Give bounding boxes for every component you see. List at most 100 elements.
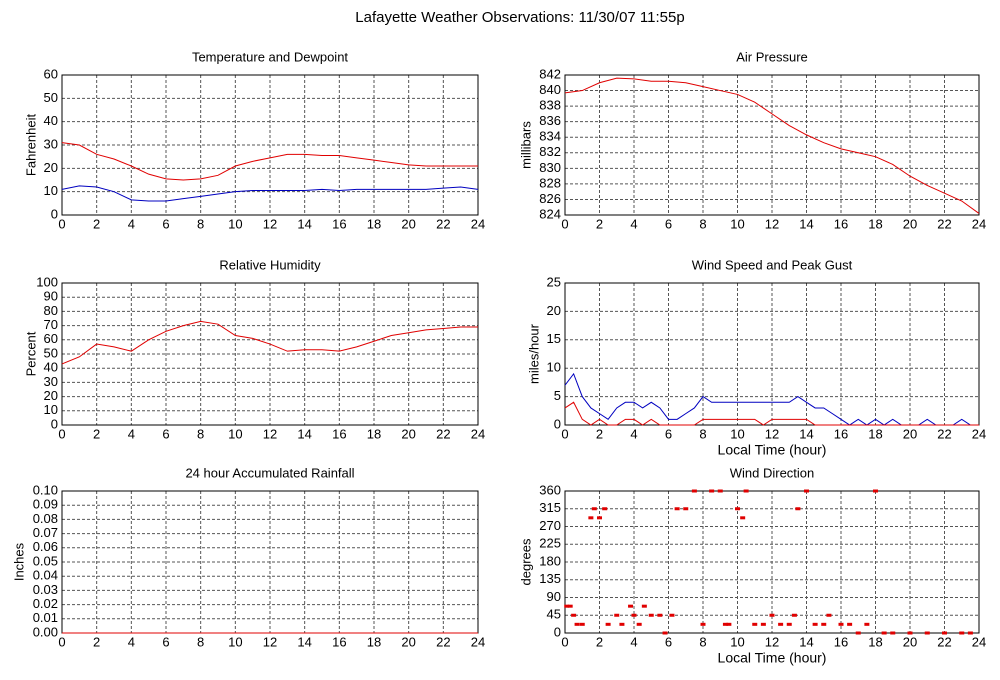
x-tick-label: 0 <box>561 634 568 649</box>
point <box>579 622 585 626</box>
x-tick-label: 22 <box>436 634 450 649</box>
page-title: Lafayette Weather Observations: 11/30/07… <box>355 9 684 26</box>
y-tick-label: 20 <box>547 303 561 318</box>
x-tick-label: 4 <box>630 216 637 231</box>
y-tick-label: 40 <box>44 113 58 128</box>
point <box>597 516 602 520</box>
x-tick-label: 18 <box>367 634 381 649</box>
x-tick-label: 8 <box>197 634 204 649</box>
point <box>657 613 663 617</box>
chart-title: Air Pressure <box>736 49 808 64</box>
y-axis-label: Percent <box>23 331 38 376</box>
x-tick-label: 6 <box>665 216 672 231</box>
y-axis-label: Fahrenheit <box>23 114 38 177</box>
x-tick-label: 14 <box>297 216 311 231</box>
point <box>722 622 728 626</box>
x-tick-label: 20 <box>903 426 917 441</box>
x-tick-label: 10 <box>228 634 242 649</box>
x-tick-label: 0 <box>561 426 568 441</box>
x-tick-label: 12 <box>263 634 277 649</box>
x-tick-label: 12 <box>765 216 779 231</box>
y-tick-label: 0.09 <box>33 497 58 512</box>
y-tick-label: 842 <box>539 66 561 81</box>
y-tick-label: 0.03 <box>33 582 58 597</box>
x-tick-label: 10 <box>228 216 242 231</box>
series-line <box>564 77 980 214</box>
plot-frame <box>61 282 479 426</box>
point <box>769 613 775 617</box>
x-tick-label: 6 <box>665 426 672 441</box>
y-tick-label: 70 <box>44 317 58 332</box>
x-tick-label: 20 <box>401 216 415 231</box>
y-tick-label: 840 <box>539 82 561 97</box>
point <box>855 631 861 635</box>
x-tick-label: 4 <box>128 216 135 231</box>
x-tick-label: 4 <box>128 426 135 441</box>
y-tick-label: 180 <box>539 553 561 568</box>
y-tick-label: 20 <box>44 388 58 403</box>
y-tick-label: 0.01 <box>33 610 58 625</box>
x-tick-label: 6 <box>162 426 169 441</box>
x-tick-label: 2 <box>596 426 603 441</box>
point <box>614 613 620 617</box>
x-tick-label: 16 <box>332 216 346 231</box>
x-tick-label: 12 <box>263 216 277 231</box>
x-tick-label: 14 <box>799 426 813 441</box>
x-tick-label: 12 <box>765 426 779 441</box>
chart-title: Wind Direction <box>730 465 815 480</box>
point <box>791 613 797 617</box>
x-tick-label: 6 <box>162 216 169 231</box>
point <box>564 604 570 608</box>
x-tick-label: 18 <box>868 216 882 231</box>
y-tick-label: 0 <box>51 206 58 221</box>
y-tick-label: 834 <box>539 129 561 144</box>
point <box>881 631 887 635</box>
point <box>674 507 680 511</box>
y-tick-label: 0.05 <box>33 553 58 568</box>
x-tick-label: 20 <box>903 634 917 649</box>
point <box>591 507 597 511</box>
point <box>838 622 844 626</box>
x-tick-label: 24 <box>471 216 485 231</box>
point <box>631 613 637 617</box>
x-tick-label: 0 <box>58 216 65 231</box>
x-tick-label: 2 <box>596 634 603 649</box>
point <box>605 622 611 626</box>
chart-title: Temperature and Dewpoint <box>192 49 348 64</box>
x-tick-label: 2 <box>93 634 100 649</box>
x-tick-label: 8 <box>197 216 204 231</box>
y-tick-label: 40 <box>44 360 58 375</box>
chart-title: 24 hour Accumulated Rainfall <box>185 465 354 480</box>
y-tick-label: 0.02 <box>33 596 58 611</box>
point <box>669 613 675 617</box>
y-tick-label: 838 <box>539 98 561 113</box>
y-tick-label: 90 <box>44 289 58 304</box>
point <box>709 489 715 493</box>
x-tick-label: 10 <box>730 426 744 441</box>
x-tick-label: 20 <box>903 216 917 231</box>
series-line <box>61 142 478 181</box>
point <box>826 613 832 617</box>
y-tick-label: 10 <box>547 360 561 375</box>
y-tick-label: 830 <box>539 160 561 175</box>
point <box>760 622 766 626</box>
x-tick-label: 24 <box>471 426 485 441</box>
point <box>873 489 878 493</box>
y-tick-label: 10 <box>44 183 58 198</box>
y-tick-label: 60 <box>44 331 58 346</box>
x-tick-label: 16 <box>332 426 346 441</box>
point <box>683 507 689 511</box>
point <box>907 631 913 635</box>
y-tick-label: 45 <box>547 607 561 622</box>
point <box>821 622 827 626</box>
x-tick-label: 22 <box>937 634 951 649</box>
y-tick-label: 832 <box>539 144 561 159</box>
point <box>700 622 706 626</box>
x-tick-label: 18 <box>868 634 882 649</box>
x-tick-label: 8 <box>699 216 706 231</box>
point <box>890 631 896 635</box>
x-tick-label: 22 <box>937 426 951 441</box>
x-tick-label: 14 <box>297 634 311 649</box>
point <box>602 507 608 511</box>
point <box>804 489 809 493</box>
